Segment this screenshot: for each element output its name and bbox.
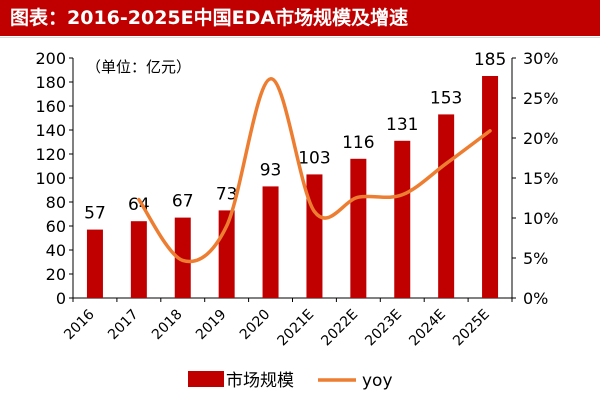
legend: 市场规模 yoy: [188, 371, 393, 391]
x-tick-label: 2024E: [406, 307, 449, 350]
left-tick-label: 200: [35, 49, 66, 68]
x-tick-label: 2025E: [450, 307, 493, 350]
chart-title: 图表：2016-2025E中国EDA市场规模及增速: [10, 7, 409, 29]
title-bar: 图表：2016-2025E中国EDA市场规模及增速: [0, 0, 600, 36]
right-tick-label: 25%: [523, 89, 559, 108]
bar-data-label: 116: [342, 133, 374, 153]
right-axis: 0% 5% 10% 15% 20% 25% 30%: [511, 49, 559, 308]
left-tick-label: 100: [35, 169, 66, 188]
x-tick-label: 2017: [105, 307, 142, 344]
legend-swatch-bar: [188, 371, 224, 387]
bar-data-label: 153: [430, 88, 462, 108]
right-tick-label: 5%: [523, 249, 548, 268]
left-tick-label: 40: [46, 241, 66, 260]
bar: [306, 174, 323, 298]
legend-label-bar: 市场规模: [226, 371, 294, 391]
bar: [350, 158, 367, 298]
bar-data-label: 185: [474, 50, 506, 70]
bar: [482, 76, 499, 298]
x-tick-label: 2018: [149, 307, 186, 344]
yoy-line: [137, 77, 492, 264]
x-tick-label: 2021E: [275, 307, 318, 350]
x-tick-label: 2016: [61, 306, 98, 343]
left-axis: 0 20 40 60 80 100 120 140 160 180 200: [35, 49, 74, 308]
bar: [438, 114, 455, 299]
right-tick-label: 30%: [523, 49, 559, 68]
x-tick-label: 2022E: [318, 307, 361, 350]
x-axis: 2016 2017 2018 2019 2020 2021E 2022E 2023E 2024E…: [61, 297, 513, 350]
right-tick-label: 10%: [523, 209, 559, 228]
bar: [174, 217, 191, 298]
bar: [394, 140, 411, 298]
left-tick-label: 180: [35, 73, 66, 92]
left-tick-label: 160: [35, 97, 66, 116]
legend-label-line: yoy: [362, 371, 393, 391]
bar-data-label: 131: [386, 115, 418, 135]
x-tick-label: 2020: [237, 307, 274, 344]
left-tick-label: 80: [46, 193, 66, 212]
bar-data-label: 73: [216, 184, 238, 204]
line-series: [137, 77, 492, 264]
bar: [130, 221, 147, 298]
bar: [262, 186, 279, 298]
unit-note: （单位：亿元）: [86, 58, 191, 76]
left-tick-label: 120: [35, 145, 66, 164]
left-tick-label: 140: [35, 121, 66, 140]
bar-data-label: 57: [84, 204, 106, 224]
title-divider: [0, 37, 600, 38]
x-tick-label: 2019: [193, 307, 230, 344]
bar-data-label: 93: [260, 160, 282, 180]
bar-data-label: 103: [298, 148, 330, 168]
right-tick-label: 20%: [523, 129, 559, 148]
left-tick-label: 20: [46, 265, 66, 284]
left-tick-label: 60: [46, 217, 66, 236]
bar-series: [86, 76, 499, 299]
left-tick-label: 0: [56, 289, 66, 308]
bar-data-label: 67: [172, 192, 194, 212]
x-tick-label: 2023E: [362, 307, 405, 350]
right-tick-label: 0%: [523, 289, 548, 308]
bar: [86, 229, 103, 298]
right-tick-label: 15%: [523, 169, 559, 188]
